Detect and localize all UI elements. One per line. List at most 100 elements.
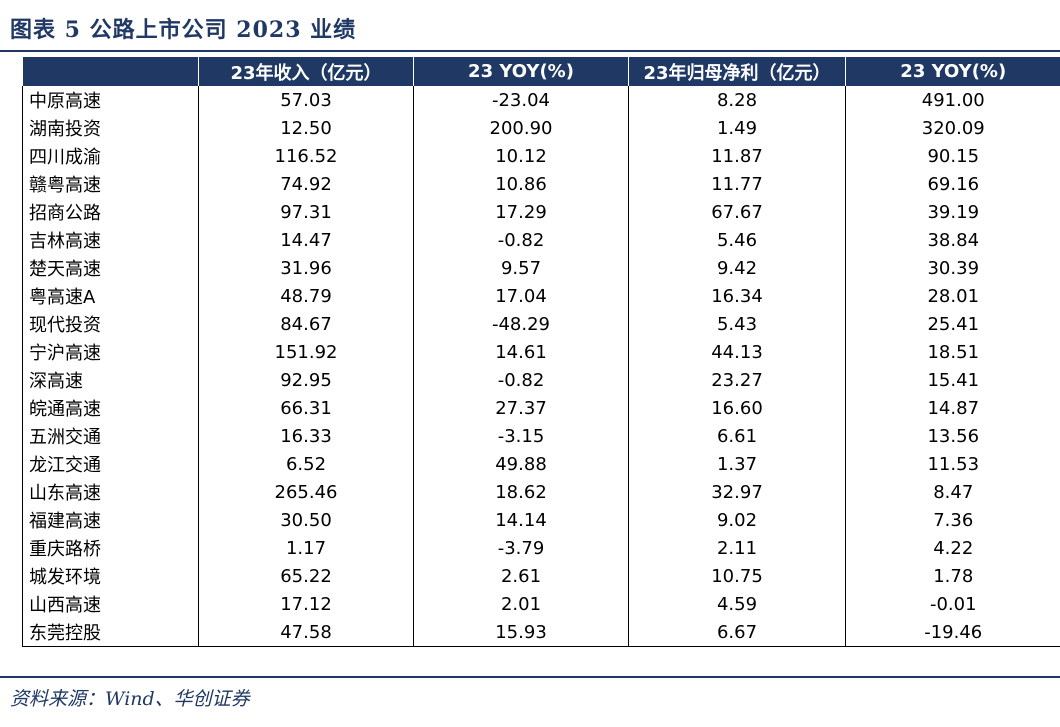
value-cell: 39.19 (845, 198, 1060, 226)
value-cell: 6.67 (628, 618, 846, 647)
table-row: 山西高速 17.12 2.01 4.59 -0.01 (22, 590, 1060, 618)
value-cell: 6.61 (628, 422, 846, 450)
value-cell: 28.01 (845, 282, 1060, 310)
value-cell: 8.47 (845, 478, 1060, 506)
value-cell: 49.88 (413, 450, 629, 478)
company-name: 粤高速A (22, 282, 199, 310)
value-cell: 30.39 (845, 254, 1060, 282)
value-cell: 2.01 (413, 590, 629, 618)
header-cell: 23年归母净利（亿元） (628, 57, 846, 86)
value-cell: 4.22 (845, 534, 1060, 562)
value-cell: 4.59 (628, 590, 846, 618)
value-cell: 17.04 (413, 282, 629, 310)
value-cell: -3.15 (413, 422, 629, 450)
company-name: 城发环境 (22, 562, 199, 590)
value-cell: 38.84 (845, 226, 1060, 254)
value-cell: 151.92 (198, 338, 414, 366)
table-row: 粤高速A 48.79 17.04 16.34 28.01 (22, 282, 1060, 310)
value-cell: 1.49 (628, 114, 846, 142)
value-cell: 6.52 (198, 450, 414, 478)
value-cell: 9.02 (628, 506, 846, 534)
company-name: 山东高速 (22, 478, 199, 506)
value-cell: 57.03 (198, 86, 414, 114)
rule (0, 676, 1060, 678)
value-cell: 69.16 (845, 170, 1060, 198)
value-cell: 10.86 (413, 170, 629, 198)
value-cell: 5.46 (628, 226, 846, 254)
value-cell: 200.90 (413, 114, 629, 142)
value-cell: 10.75 (628, 562, 846, 590)
table-row: 城发环境 65.22 2.61 10.75 1.78 (22, 562, 1060, 590)
value-cell: 1.37 (628, 450, 846, 478)
value-cell: 320.09 (845, 114, 1060, 142)
table-row: 中原高速 57.03 -23.04 8.28 491.00 (22, 86, 1060, 114)
value-cell: 32.97 (628, 478, 846, 506)
table-row: 皖通高速 66.31 27.37 16.60 14.87 (22, 394, 1060, 422)
company-name: 五洲交通 (22, 422, 199, 450)
value-cell: 47.58 (198, 618, 414, 647)
value-cell: 2.11 (628, 534, 846, 562)
value-cell: 16.33 (198, 422, 414, 450)
value-cell: 90.15 (845, 142, 1060, 170)
company-name: 重庆路桥 (22, 534, 199, 562)
header-cell (22, 57, 199, 86)
company-name: 中原高速 (22, 86, 199, 114)
value-cell: 84.67 (198, 310, 414, 338)
company-name: 龙江交通 (22, 450, 199, 478)
value-cell: 15.41 (845, 366, 1060, 394)
value-cell: 16.34 (628, 282, 846, 310)
company-name: 皖通高速 (22, 394, 199, 422)
table-row: 吉林高速 14.47 -0.82 5.46 38.84 (22, 226, 1060, 254)
value-cell: 67.67 (628, 198, 846, 226)
company-name: 赣粤高速 (22, 170, 199, 198)
value-cell: 491.00 (845, 86, 1060, 114)
value-cell: 74.92 (198, 170, 414, 198)
company-name: 宁沪高速 (22, 338, 199, 366)
table-row: 五洲交通 16.33 -3.15 6.61 13.56 (22, 422, 1060, 450)
value-cell: 14.87 (845, 394, 1060, 422)
value-cell: 14.47 (198, 226, 414, 254)
title: 图表 5 公路上市公司 2023 业绩 (10, 17, 357, 43)
value-cell: -23.04 (413, 86, 629, 114)
value-cell: 14.61 (413, 338, 629, 366)
value-cell: -0.82 (413, 366, 629, 394)
header-cell: 23 YOY(%) (413, 57, 629, 86)
value-cell: 2.61 (413, 562, 629, 590)
value-cell: 13.56 (845, 422, 1060, 450)
table-row: 福建高速 30.50 14.14 9.02 7.36 (22, 506, 1060, 534)
value-cell: 10.12 (413, 142, 629, 170)
value-cell: 17.12 (198, 590, 414, 618)
value-cell: -3.79 (413, 534, 629, 562)
value-cell: 66.31 (198, 394, 414, 422)
table-row: 湖南投资 12.50 200.90 1.49 320.09 (22, 114, 1060, 142)
value-cell: 7.36 (845, 506, 1060, 534)
value-cell: 1.17 (198, 534, 414, 562)
value-cell: 30.50 (198, 506, 414, 534)
value-cell: 97.31 (198, 198, 414, 226)
company-name: 吉林高速 (22, 226, 199, 254)
value-cell: 16.60 (628, 394, 846, 422)
header-cell: 23年收入（亿元） (198, 57, 414, 86)
table-row: 招商公路 97.31 17.29 67.67 39.19 (22, 198, 1060, 226)
value-cell: 265.46 (198, 478, 414, 506)
company-name: 现代投资 (22, 310, 199, 338)
value-cell: 1.78 (845, 562, 1060, 590)
value-cell: 14.14 (413, 506, 629, 534)
table-row: 四川成渝 116.52 10.12 11.87 90.15 (22, 142, 1060, 170)
table-row: 赣粤高速 74.92 10.86 11.77 69.16 (22, 170, 1060, 198)
header-cell: 23 YOY(%) (845, 57, 1060, 86)
company-name: 福建高速 (22, 506, 199, 534)
table-row: 龙江交通 6.52 49.88 1.37 11.53 (22, 450, 1060, 478)
value-cell: 17.29 (413, 198, 629, 226)
table-row: 重庆路桥 1.17 -3.79 2.11 4.22 (22, 534, 1060, 562)
company-name: 楚天高速 (22, 254, 199, 282)
value-cell: 11.87 (628, 142, 846, 170)
company-name: 东莞控股 (22, 618, 199, 647)
value-cell: 116.52 (198, 142, 414, 170)
table-row: 东莞控股 47.58 15.93 6.67 -19.46 (22, 618, 1060, 647)
value-cell: 65.22 (198, 562, 414, 590)
company-name: 招商公路 (22, 198, 199, 226)
table-body: 中原高速 57.03 -23.04 8.28 491.00 湖南投资 12.50 200.90… (22, 86, 1060, 647)
source: 资料来源：Wind、华创证券 (10, 688, 250, 710)
